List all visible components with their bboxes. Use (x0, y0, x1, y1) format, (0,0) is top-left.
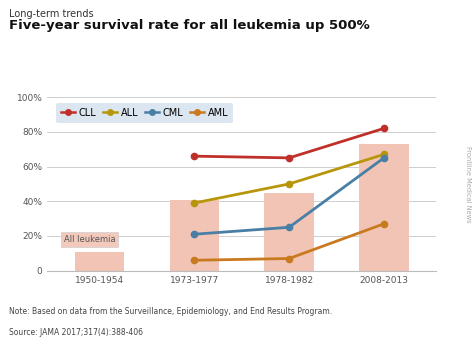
Text: Long-term trends: Long-term trends (9, 9, 94, 19)
Text: Source: JAMA 2017;317(4):388-406: Source: JAMA 2017;317(4):388-406 (9, 328, 144, 337)
Text: Frontline Medical News: Frontline Medical News (465, 146, 471, 222)
Bar (75, 252, 124, 271)
Legend: CLL, ALL, CML, AML: CLL, ALL, CML, AML (56, 103, 233, 122)
Text: All leukemia: All leukemia (64, 235, 115, 244)
Bar (170, 200, 219, 271)
Text: Five-year survival rate for all leukemia up 500%: Five-year survival rate for all leukemia… (9, 19, 370, 32)
Bar (264, 193, 314, 271)
Text: Note: Based on data from the Surveillance, Epidemiology, and End Results Program: Note: Based on data from the Surveillanc… (9, 307, 333, 316)
Bar (359, 144, 409, 271)
